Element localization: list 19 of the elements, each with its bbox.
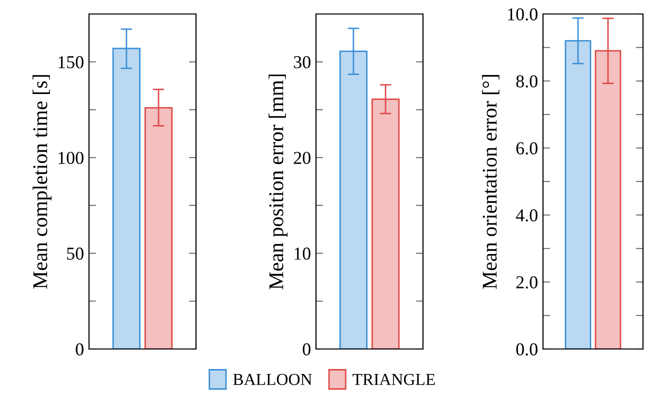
y-tick-label: 10: [294, 248, 310, 260]
y-axis-title: Mean orientation error [°]: [482, 75, 500, 289]
legend-label: TRIANGLE: [352, 374, 435, 386]
y-tick-label: 10.0: [508, 8, 538, 21]
y-tick-label: 8.0: [516, 75, 538, 88]
y-tick-label: 30: [294, 56, 310, 68]
y-tick-label: 100: [58, 152, 84, 164]
y-tick-label: 20: [294, 152, 310, 164]
legend-label: BALLOON: [233, 374, 312, 386]
y-tick-label: 150: [58, 56, 84, 68]
y-tick-label: 2.0: [516, 276, 538, 289]
y-tick-label: 0: [302, 343, 310, 356]
y-tick-label: 6.0: [516, 142, 538, 155]
y-tick-label: 0.0: [516, 343, 538, 356]
y-tick-label: 0: [76, 343, 84, 356]
y-tick-label: 50: [67, 248, 84, 260]
y-axis-title: Mean completion time [s]: [32, 75, 52, 289]
y-axis-title: Mean position error [mm]: [268, 74, 288, 290]
y-tick-label: 4.0: [516, 209, 538, 222]
